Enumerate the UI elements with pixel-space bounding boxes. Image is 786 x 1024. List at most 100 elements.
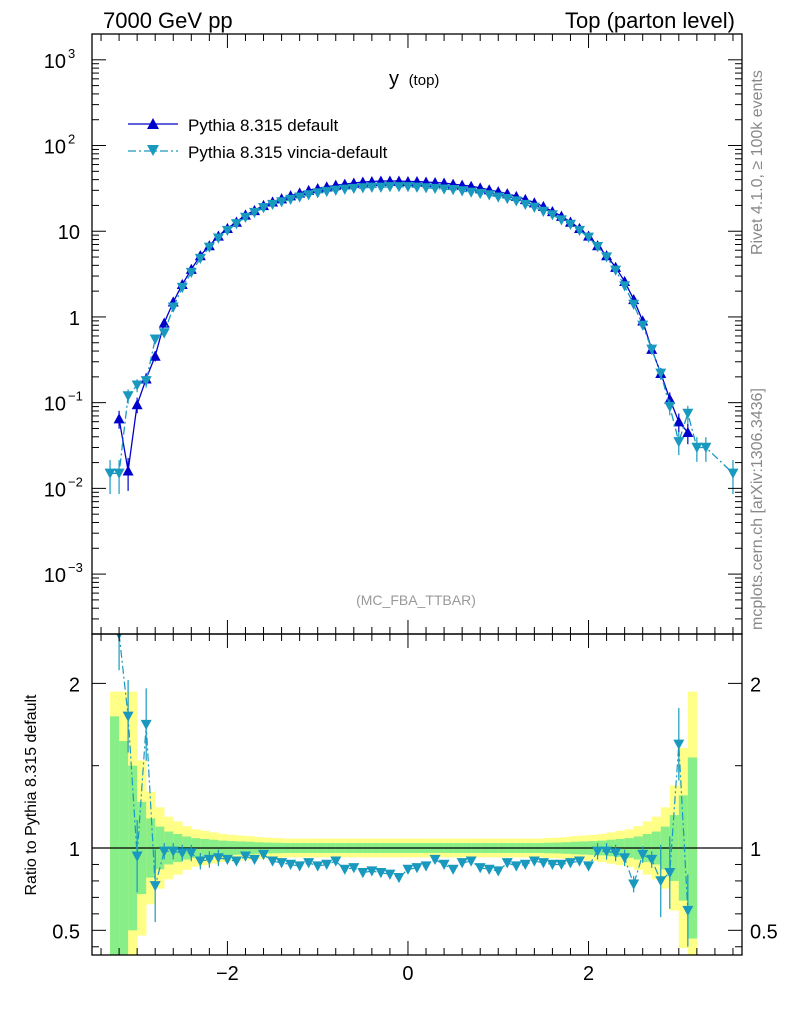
data-point-vincia (474, 188, 486, 200)
y-tick-exponent: 3 (68, 46, 75, 61)
data-point-vincia (339, 184, 351, 195)
y-tick-label: 10 (44, 565, 66, 587)
data-point-vincia (727, 468, 739, 479)
data-point-vincia (420, 183, 432, 194)
ratio-point-vincia (185, 848, 197, 859)
plot-title-main: y (389, 68, 399, 90)
data-point-default (673, 416, 685, 427)
data-point-vincia (438, 184, 450, 195)
data-point-vincia (583, 232, 595, 243)
data-point-default (131, 399, 143, 410)
ratio-point-vincia (158, 846, 170, 857)
data-point-default (682, 426, 694, 438)
ratio-point-vincia (537, 858, 549, 869)
header-right: Top (parton level) (565, 8, 735, 33)
rivet-label: Rivet 4.1.0, ≥ 100k events (749, 70, 766, 255)
ratio-point-vincia (285, 859, 297, 870)
ratio-point-vincia (492, 866, 504, 877)
data-point-vincia (140, 376, 152, 387)
ratio-point-vincia (510, 861, 522, 872)
ratio-point-vincia (249, 854, 260, 866)
data-point-vincia (221, 225, 233, 236)
ratio-point-vincia (673, 739, 685, 750)
legend-label-vincia: Pythia 8.315 vincia-default (188, 143, 388, 162)
ratio-point-vincia (267, 856, 279, 867)
data-point-default (664, 393, 676, 404)
ratio-point-vincia (203, 854, 215, 866)
ratio-axes: 0.5 0.5 1 1 2 2 −2 0 2 (52, 634, 778, 985)
ratio-point-vincia (393, 872, 405, 884)
ratio-point-vincia (140, 719, 152, 731)
ratio-y-tick-label: 1 (69, 839, 80, 861)
ratio-point-vincia (637, 849, 649, 861)
y-tick-label: 10 (44, 137, 66, 159)
data-point-vincia (294, 192, 306, 203)
y-tick-label: 10 (44, 51, 66, 73)
data-point-vincia (411, 182, 423, 193)
ratio-line-vincia (118, 634, 689, 911)
legend-label-default: Pythia 8.315 default (188, 116, 339, 135)
legend: Pythia 8.315 default Pythia 8.315 vincia… (128, 116, 388, 162)
ratio-point-vincia (221, 854, 233, 866)
ratio-series (116, 634, 694, 947)
ratio-point-vincia (330, 856, 342, 867)
ratio-point-vincia (619, 853, 631, 864)
data-point-vincia (429, 183, 441, 195)
data-point-vincia (249, 207, 260, 219)
data-point-vincia (104, 468, 116, 479)
ratio-point-vincia (474, 863, 486, 874)
data-point-vincia (673, 437, 685, 448)
ratio-point-vincia (682, 905, 694, 917)
ratio-point-vincia (583, 861, 595, 872)
data-point-vincia (456, 186, 468, 197)
data-point-vincia (492, 192, 504, 203)
ratio-point-vincia (555, 859, 567, 870)
series-line-vincia (110, 186, 734, 474)
data-point-vincia (655, 368, 667, 379)
data-point-vincia (167, 302, 179, 313)
data-point-default (149, 350, 161, 361)
legend-marker-default (147, 118, 159, 129)
ratio-point-vincia (664, 868, 676, 879)
x-tick-label: −2 (216, 963, 239, 985)
data-point-vincia (601, 252, 613, 263)
data-point-vincia (610, 265, 622, 276)
main-series (104, 175, 739, 495)
y-tick-label: 10 (44, 394, 66, 416)
data-point-vincia (321, 186, 333, 198)
data-point-vincia (628, 299, 640, 310)
data-point-vincia (691, 442, 703, 453)
ratio-point-vincia (519, 859, 531, 870)
ratio-point-vincia (628, 879, 640, 890)
y-tick-label: 10 (44, 479, 66, 501)
ratio-point-vincia (339, 864, 351, 875)
ratio-ylabel: Ratio to Pythia 8.315 default (23, 694, 40, 896)
ratio-point-vincia (402, 864, 414, 875)
data-point-vincia (664, 401, 676, 413)
data-point-vincia (357, 183, 369, 194)
data-point-vincia (483, 190, 495, 201)
ratio-point-vincia (239, 851, 251, 862)
ratio-point-vincia (149, 881, 161, 892)
data-point-vincia (176, 282, 188, 294)
plot-title: y (top) (389, 68, 439, 90)
ratio-y-tick-label-right: 1 (750, 839, 761, 861)
ratio-point-vincia (592, 846, 604, 857)
data-point-vincia (528, 202, 540, 213)
y-tick-exponent: 2 (68, 132, 75, 147)
data-point-vincia (393, 182, 405, 193)
data-point-vincia (510, 196, 522, 207)
data-point-vincia (555, 215, 567, 226)
data-point-vincia (158, 328, 170, 339)
data-point-vincia (239, 212, 251, 223)
data-point-vincia (312, 188, 324, 199)
data-point-vincia (303, 190, 315, 201)
y-tick-label: 10 (58, 222, 80, 244)
ratio-point-vincia (483, 864, 495, 875)
ratio-point-vincia (528, 856, 540, 867)
data-point-vincia (384, 182, 396, 193)
data-point-vincia (447, 185, 459, 196)
data-point-vincia (230, 219, 242, 230)
data-point-vincia (330, 185, 342, 196)
